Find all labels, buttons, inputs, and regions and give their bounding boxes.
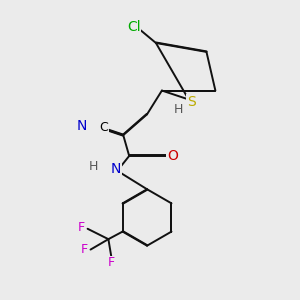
Text: C: C xyxy=(100,121,108,134)
Text: N: N xyxy=(76,119,87,133)
Text: F: F xyxy=(108,256,115,269)
Text: F: F xyxy=(78,221,85,234)
Text: O: O xyxy=(167,149,178,163)
Text: H: H xyxy=(89,160,98,173)
Text: N: N xyxy=(111,162,121,176)
Text: H: H xyxy=(173,103,183,116)
Text: Cl: Cl xyxy=(127,20,140,34)
Text: F: F xyxy=(81,243,88,256)
Text: S: S xyxy=(187,95,196,110)
